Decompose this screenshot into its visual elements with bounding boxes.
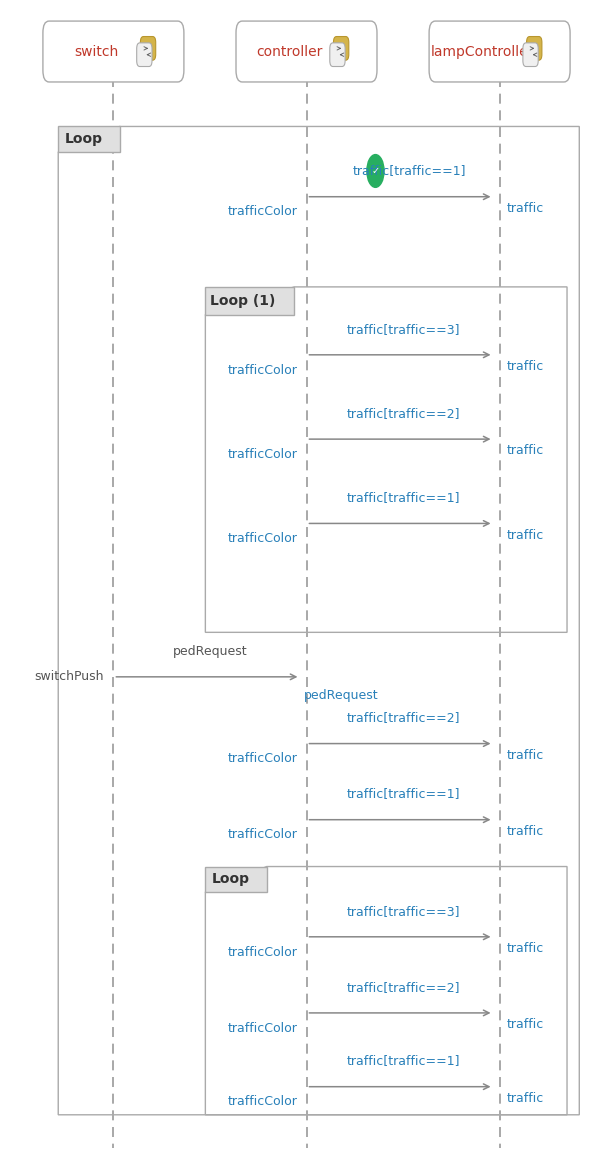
Text: trafficColor: trafficColor: [227, 363, 297, 377]
Text: traffic: traffic: [507, 1091, 544, 1105]
Text: trafficColor: trafficColor: [227, 447, 297, 461]
Text: trafficColor: trafficColor: [227, 1021, 297, 1035]
Text: lampController: lampController: [431, 44, 534, 59]
Text: trafficColor: trafficColor: [227, 752, 297, 766]
Text: traffic[traffic==3]: traffic[traffic==3]: [346, 322, 460, 336]
FancyBboxPatch shape: [137, 43, 152, 67]
Text: traffic: traffic: [507, 748, 544, 762]
Text: trafficColor: trafficColor: [227, 205, 297, 219]
FancyBboxPatch shape: [236, 21, 377, 82]
Text: ✓: ✓: [371, 166, 379, 176]
Text: trafficColor: trafficColor: [227, 945, 297, 959]
Polygon shape: [205, 287, 294, 315]
Text: Loop: Loop: [212, 872, 250, 886]
Circle shape: [367, 155, 384, 187]
FancyBboxPatch shape: [429, 21, 570, 82]
Text: controller: controller: [256, 44, 322, 59]
FancyBboxPatch shape: [43, 21, 184, 82]
Text: pedRequest: pedRequest: [303, 689, 378, 703]
Text: pedRequest: pedRequest: [173, 644, 247, 658]
Text: traffic: traffic: [507, 444, 544, 458]
FancyBboxPatch shape: [523, 43, 538, 67]
Text: switchPush: switchPush: [35, 670, 104, 684]
Text: trafficColor: trafficColor: [227, 828, 297, 842]
Text: switch: switch: [74, 44, 118, 59]
Text: traffic: traffic: [507, 1018, 544, 1032]
Text: traffic[traffic==1]: traffic[traffic==1]: [346, 787, 460, 801]
Polygon shape: [205, 867, 267, 892]
Text: traffic[traffic==1]: traffic[traffic==1]: [346, 491, 460, 505]
Text: Loop (1): Loop (1): [210, 294, 275, 308]
Text: trafficColor: trafficColor: [227, 1095, 297, 1109]
Text: Loop: Loop: [65, 132, 103, 146]
Text: traffic[traffic==2]: traffic[traffic==2]: [346, 711, 460, 725]
Text: traffic[traffic==1]: traffic[traffic==1]: [346, 1054, 460, 1068]
FancyBboxPatch shape: [527, 36, 542, 60]
FancyBboxPatch shape: [333, 36, 349, 60]
Text: traffic: traffic: [507, 824, 544, 838]
Text: traffic: traffic: [507, 941, 544, 956]
Text: traffic[traffic==2]: traffic[traffic==2]: [346, 980, 460, 994]
FancyBboxPatch shape: [330, 43, 345, 67]
Text: traffic[traffic==1]: traffic[traffic==1]: [352, 164, 466, 178]
Polygon shape: [58, 126, 120, 152]
Text: traffic[traffic==3]: traffic[traffic==3]: [346, 904, 460, 918]
Text: traffic: traffic: [507, 201, 544, 215]
Text: traffic: traffic: [507, 359, 544, 374]
Text: traffic[traffic==2]: traffic[traffic==2]: [346, 406, 460, 420]
Text: traffic: traffic: [507, 528, 544, 542]
Text: trafficColor: trafficColor: [227, 532, 297, 546]
FancyBboxPatch shape: [140, 36, 156, 60]
